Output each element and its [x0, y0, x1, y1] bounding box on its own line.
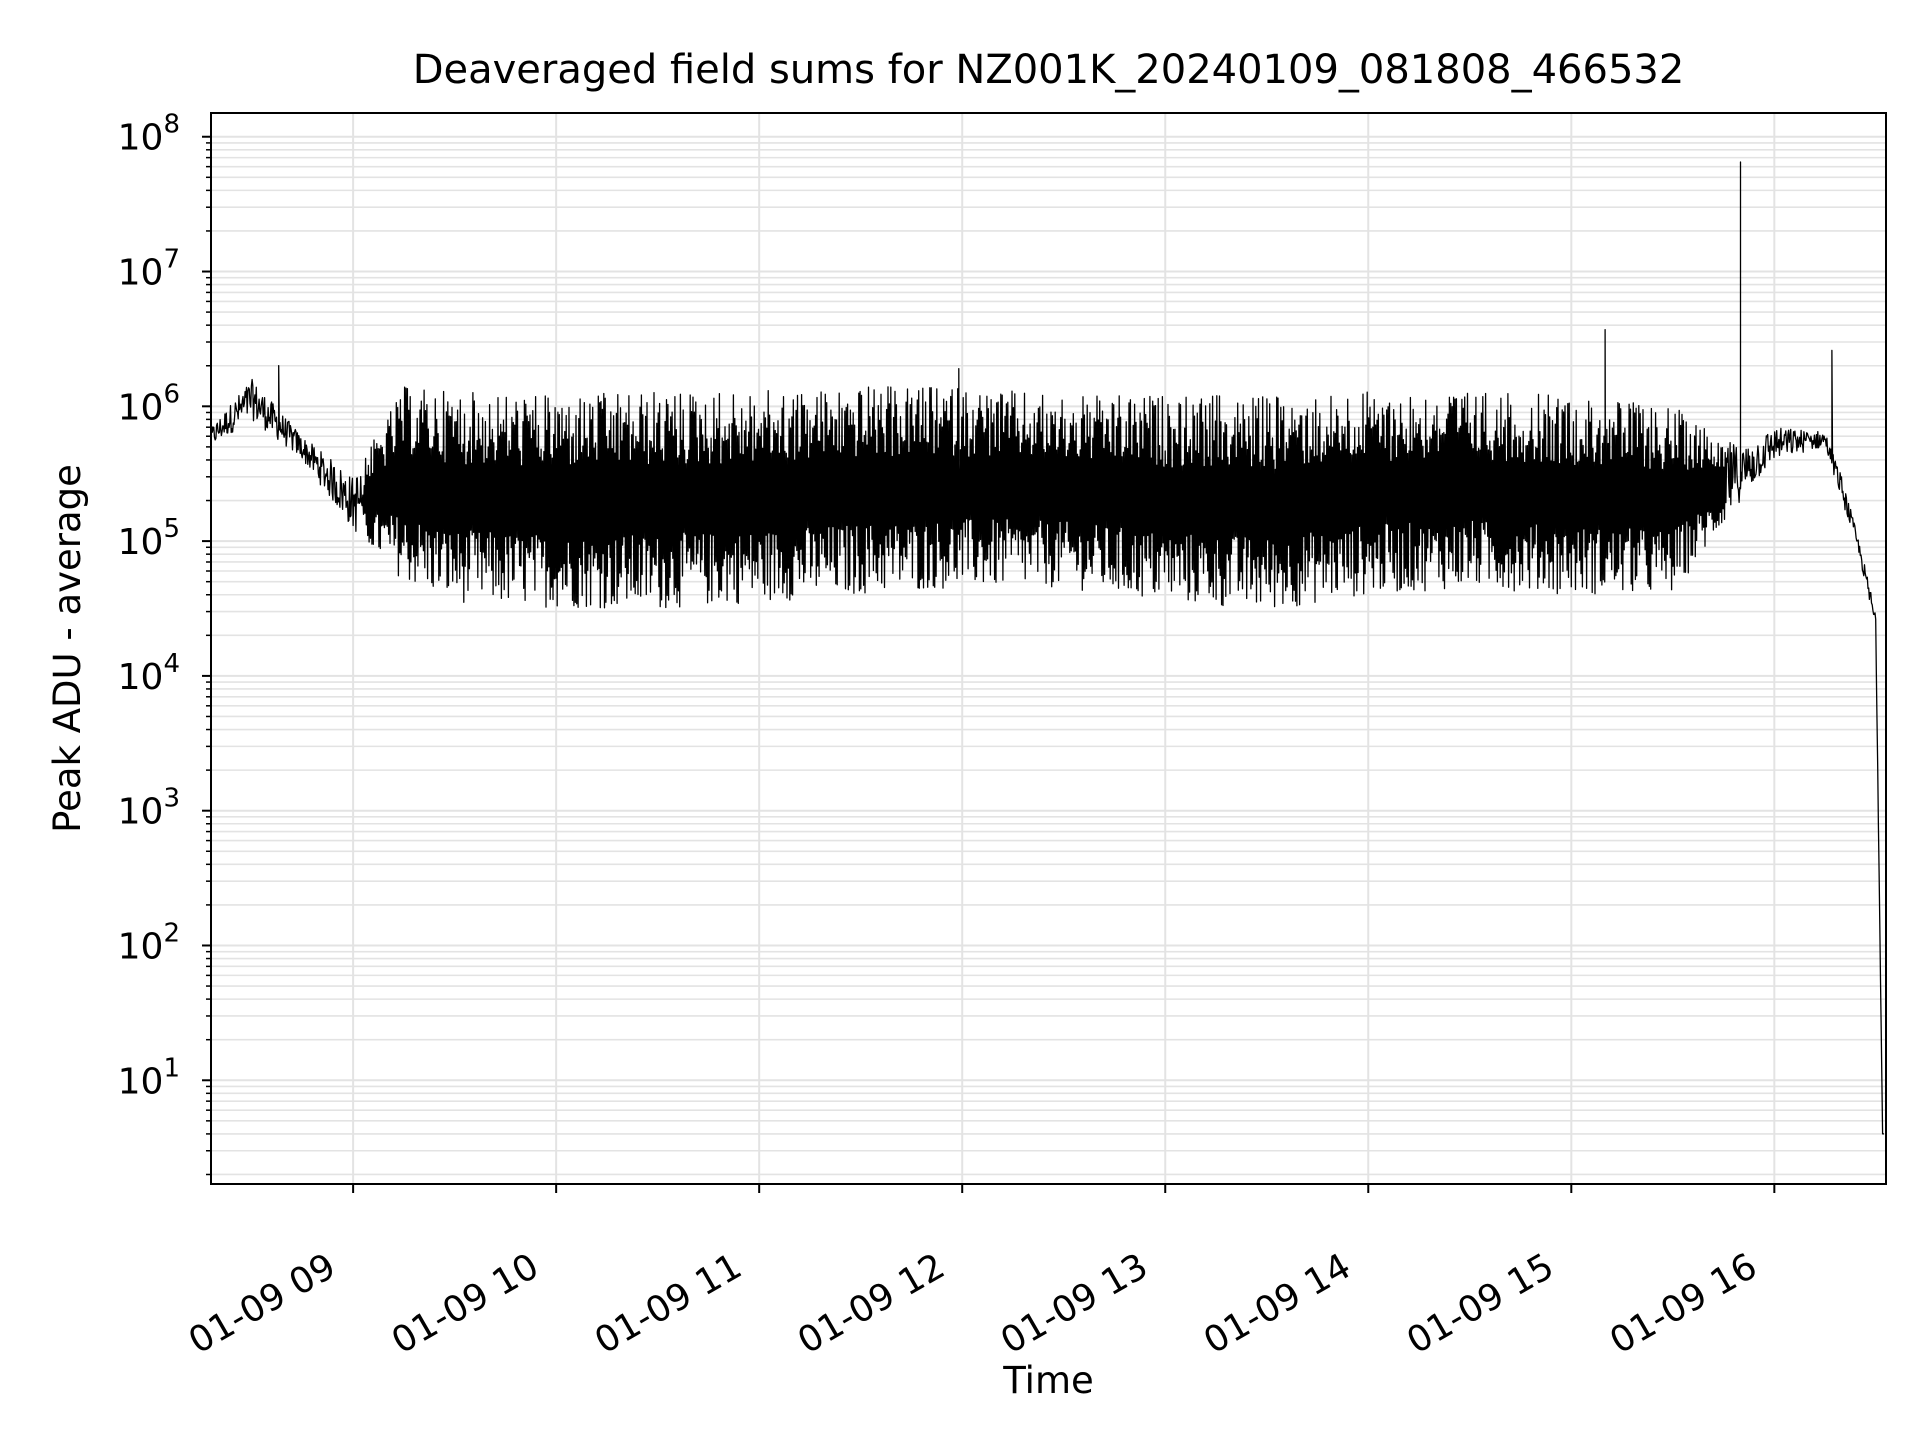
y-axis: 101 102 103 104 105 106 107 108 [118, 110, 211, 1176]
y-tick-label: 108 [118, 110, 180, 159]
y-tick-label: 103 [118, 784, 180, 833]
y-tick-label: 101 [118, 1053, 180, 1102]
series-line [210, 161, 1884, 1135]
y-tick-label: 106 [118, 379, 180, 428]
y-tick-label: 104 [118, 649, 180, 698]
series-path [210, 161, 1884, 1135]
y-tick-label: 105 [118, 514, 180, 563]
y-axis-label: Peak ADU - average [46, 464, 89, 833]
grid-major [211, 113, 1886, 1184]
x-axis-label: Time [1002, 1359, 1094, 1402]
plot-frame [210, 112, 1887, 1185]
chart-title: Deaveraged field sums for NZ001K_2024010… [413, 47, 1685, 93]
y-tick-label: 107 [118, 245, 180, 294]
y-tick-label: 102 [118, 918, 180, 967]
